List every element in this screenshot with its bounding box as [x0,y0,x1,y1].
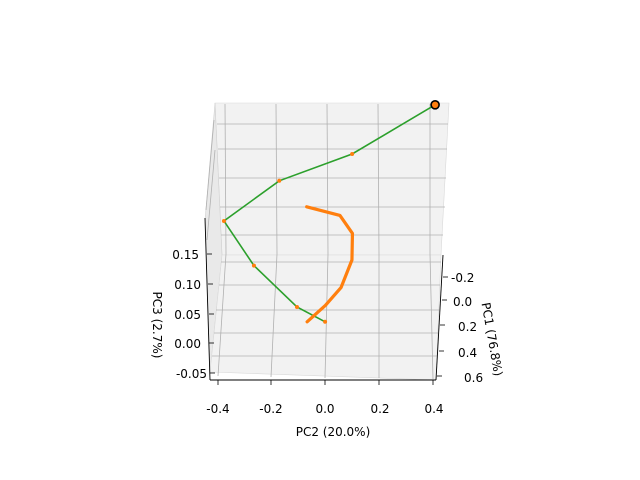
pc2-tick-labels: -0.4 -0.2 0.0 0.2 0.4 [206,402,443,416]
vertex-marker [350,152,355,156]
pc3-tick-labels: 0.15 0.10 0.05 0.00 -0.05 [172,248,207,381]
vertex-marker [251,263,256,268]
pc2-tick-label: 0.2 [370,402,389,416]
grid-lines [205,103,448,380]
pc3-axis-label: PC3 (2.7%) [150,292,164,359]
pc1-axis-label: PC1 (76.8%) [479,301,506,377]
vertex-marker [277,178,282,183]
tick-marks [207,253,448,385]
pc2-axis-label: PC2 (20.0%) [296,425,371,439]
pc3-tick-label: 0.00 [174,337,201,351]
vertex-marker [221,219,226,223]
pc2-tick-label: 0.0 [315,402,334,416]
pc3-tick-label: 0.10 [174,278,201,292]
back-pane [214,102,450,256]
pc1-tick-label: 0.6 [464,371,483,385]
pc3-tick-label: 0.05 [174,308,201,322]
pc2-tick-label: -0.4 [206,402,229,416]
orange-curve-series [305,205,355,324]
pc3-tick-label: -0.05 [176,367,207,381]
data-layer [221,100,440,324]
start-point-marker [430,100,440,110]
vertex-marker [323,319,328,324]
pc2-tick-label: 0.4 [424,402,443,416]
pc1-tick-labels: -0.2 0.0 0.2 0.4 0.6 [451,271,483,385]
pc1-tick-label: 0.0 [453,295,472,309]
axis-lines [204,217,444,381]
pc1-tick-label: 0.4 [458,346,477,360]
pc3-tick-label: 0.15 [172,248,199,262]
pc2-tick-label: -0.2 [259,402,282,416]
pc1-tick-label: 0.2 [458,320,477,334]
pc1-tick-label: -0.2 [451,271,474,285]
vertex-marker [294,305,299,309]
